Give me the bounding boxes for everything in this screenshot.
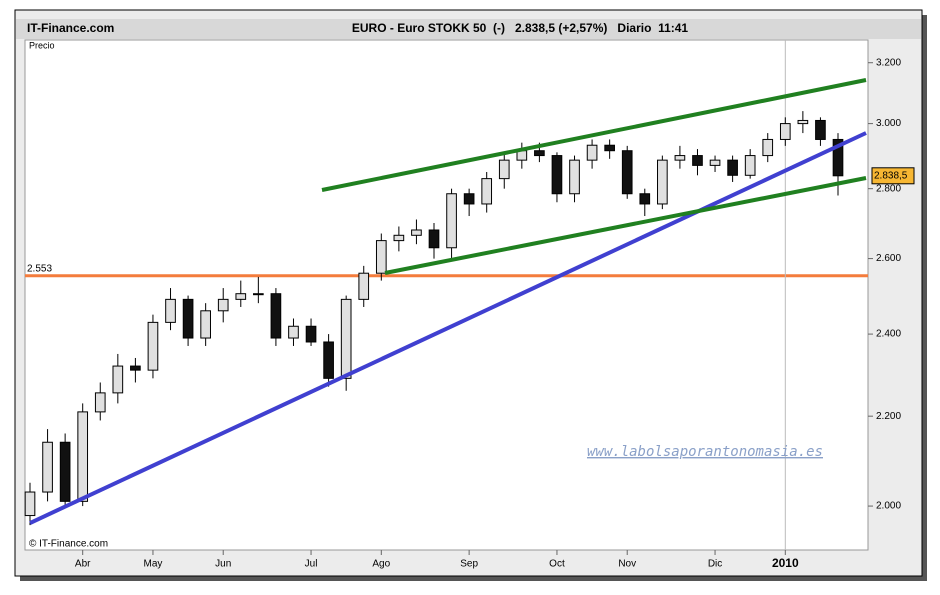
panel-label: Precio — [29, 40, 55, 50]
candle-body — [428, 229, 440, 249]
candle-body — [481, 178, 493, 205]
last-price-label: 2.838,5 — [874, 170, 908, 181]
y-tick-label: 2.000 — [876, 501, 901, 512]
y-tick-label: 2.600 — [876, 253, 901, 264]
y-tick-label: 3.200 — [876, 57, 901, 68]
x-tick-label: Oct — [549, 559, 565, 570]
candle-body — [815, 119, 826, 140]
candle-body — [42, 441, 53, 493]
candle-body — [130, 365, 141, 371]
x-tick-label: Nov — [618, 559, 636, 570]
candle-body — [77, 411, 89, 502]
candle-body — [112, 365, 124, 394]
candle-body — [463, 193, 475, 205]
candle-body — [832, 138, 844, 177]
candle-body — [288, 325, 299, 339]
candle-body — [709, 159, 721, 166]
candle-body — [727, 159, 738, 176]
y-tick-label: 3.000 — [876, 118, 901, 129]
watermark: www.labolsaporantonomasia.es — [587, 444, 823, 460]
x-tick-label: Ago — [372, 559, 390, 570]
x-tick-label: Jun — [215, 559, 231, 570]
last-price-box — [871, 167, 915, 185]
x-tick-label: Abr — [75, 559, 91, 570]
candle-body — [217, 298, 229, 312]
candle-body — [498, 159, 510, 180]
candle-body — [253, 293, 264, 296]
chart-header: EURO - Euro STOKK 50 (-) 2.838,5 (+2,57%… — [352, 21, 689, 35]
candle-body — [200, 310, 211, 339]
channel-lower — [384, 176, 867, 275]
candle-body — [323, 341, 334, 379]
plot: 2.000 2.200 2.400 2.600 2.800 3.000 3.200 2.553… — [24, 40, 915, 570]
candle-body — [59, 441, 71, 502]
candle-body — [270, 293, 282, 339]
x-tick-label: Sep — [460, 559, 478, 570]
y-tick-label: 2.400 — [876, 329, 901, 340]
level-label: 2.553 — [27, 263, 52, 274]
candle-body — [235, 293, 247, 300]
candle-body — [411, 229, 422, 236]
header-bar — [16, 19, 921, 39]
candle-body — [744, 155, 756, 176]
candle-body — [586, 144, 598, 161]
plot-area — [24, 39, 869, 551]
candle-body — [393, 234, 405, 242]
x-tick-label: May — [144, 559, 163, 570]
candle-body — [305, 325, 317, 343]
candle-body — [165, 298, 176, 323]
candle-body — [358, 272, 370, 300]
candle-body — [94, 392, 106, 413]
candle-body — [182, 298, 194, 339]
candle-body — [147, 321, 159, 371]
candle-body — [762, 138, 774, 157]
candle-body — [446, 193, 457, 249]
trend-line — [29, 131, 867, 525]
candle-body — [674, 155, 686, 161]
candle-body — [551, 155, 563, 195]
candle-body — [621, 150, 633, 195]
y-tick-label: 2.800 — [876, 183, 901, 194]
y-tick-label: 2.200 — [876, 411, 901, 422]
copyright: © IT-Finance.com — [29, 539, 108, 550]
candle-body — [797, 119, 809, 125]
x-tick-label: Dic — [708, 559, 722, 570]
candle-body — [569, 159, 580, 195]
candle-body — [24, 491, 36, 517]
candle-body — [340, 298, 352, 379]
candle-body — [657, 159, 668, 205]
x-tick-label: Jul — [305, 559, 318, 570]
x-tick-label: 2010 — [772, 556, 799, 570]
candle-body — [779, 123, 791, 140]
candle-body — [534, 150, 545, 157]
site-name: IT-Finance.com — [27, 21, 114, 35]
candle-body — [375, 240, 387, 274]
candle-body — [692, 155, 703, 166]
channel-upper — [321, 78, 867, 192]
candle-body — [639, 193, 651, 205]
candle-body — [604, 144, 615, 152]
